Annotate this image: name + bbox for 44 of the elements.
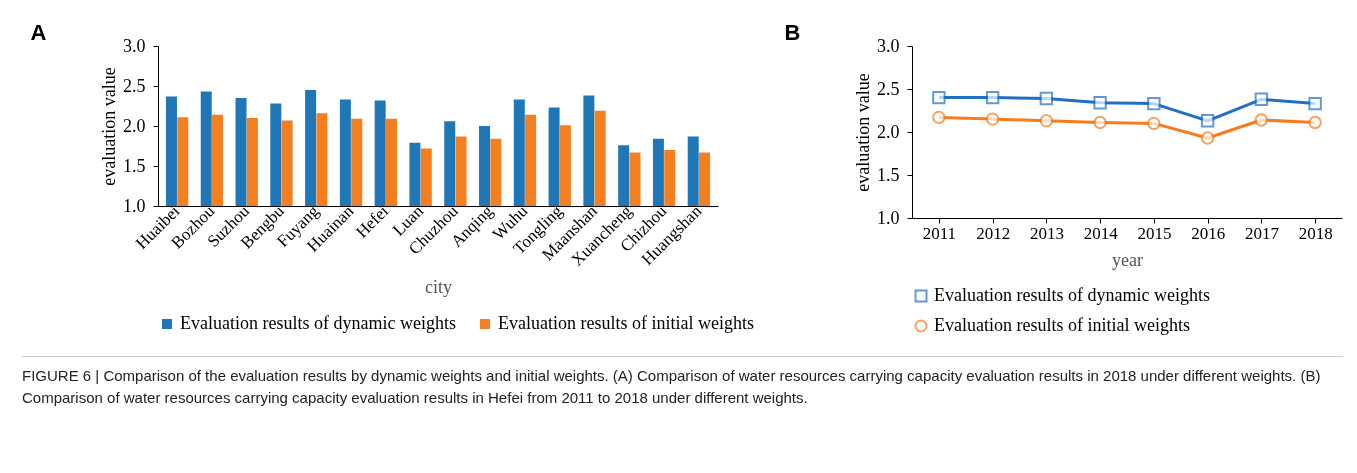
point bbox=[1039, 91, 1054, 106]
y-tick-label: 2.5 bbox=[123, 75, 146, 96]
chart-title: A bbox=[30, 20, 47, 45]
y-tick-label: 3.0 bbox=[123, 35, 146, 56]
point bbox=[985, 112, 1000, 126]
legend-label: Evaluation results of dynamic weights bbox=[934, 285, 1210, 305]
x-tick-label: 2015 bbox=[1137, 223, 1172, 243]
caption: FIGURE 6 | Comparison of the evaluation results by dynamic weights and initial weights. (A) Comparison of water resources carrying capacity evaluation results in 2018 under different weights. (B) Comparison of water resources carrying capacity evaluation results in Hefei from 2011 to 2018 under different weights. bbox=[22, 366, 1322, 408]
legend-label: Evaluation results of initial weights bbox=[498, 313, 754, 333]
point bbox=[1093, 115, 1107, 130]
point bbox=[985, 90, 1000, 105]
point bbox=[1093, 96, 1107, 110]
y-axis-title: evaluation value bbox=[853, 73, 873, 192]
y-axis-title: evaluation value bbox=[99, 67, 119, 186]
legend-label: Evaluation results of initial weights bbox=[934, 315, 1190, 335]
y-tick-label: 2.0 bbox=[877, 121, 900, 142]
point bbox=[1147, 96, 1161, 111]
y-tick-label: 1.5 bbox=[877, 164, 900, 185]
x-tick-label: 2012 bbox=[976, 223, 1011, 243]
point bbox=[932, 90, 946, 105]
y-tick-label: 1.0 bbox=[877, 207, 900, 228]
x-tick-label: 2016 bbox=[1191, 223, 1226, 243]
x-tick-label: 2014 bbox=[1083, 223, 1119, 243]
point bbox=[1200, 131, 1215, 145]
chart-title: B bbox=[784, 20, 801, 45]
point bbox=[1200, 114, 1215, 128]
x-tick-label: 2013 bbox=[1029, 223, 1064, 243]
point bbox=[932, 110, 946, 125]
y-tick-label: 2.0 bbox=[123, 115, 146, 136]
legend-label: Evaluation results of dynamic weights bbox=[180, 313, 456, 333]
y-tick-label: 3.0 bbox=[877, 35, 900, 56]
point bbox=[1254, 113, 1269, 127]
x-axis-title: year bbox=[1112, 249, 1143, 270]
point bbox=[1308, 96, 1322, 111]
point bbox=[1147, 116, 1161, 131]
y-tick-label: 1.5 bbox=[123, 155, 146, 176]
x-axis-title: city bbox=[425, 276, 452, 297]
point bbox=[1308, 115, 1322, 130]
point bbox=[1039, 114, 1054, 128]
point bbox=[1254, 92, 1269, 107]
y-tick-label: 2.5 bbox=[877, 78, 900, 99]
x-tick-label: 2017 bbox=[1244, 223, 1280, 243]
x-tick-label: 2011 bbox=[922, 223, 957, 243]
x-tick-label: 2018 bbox=[1298, 223, 1333, 243]
